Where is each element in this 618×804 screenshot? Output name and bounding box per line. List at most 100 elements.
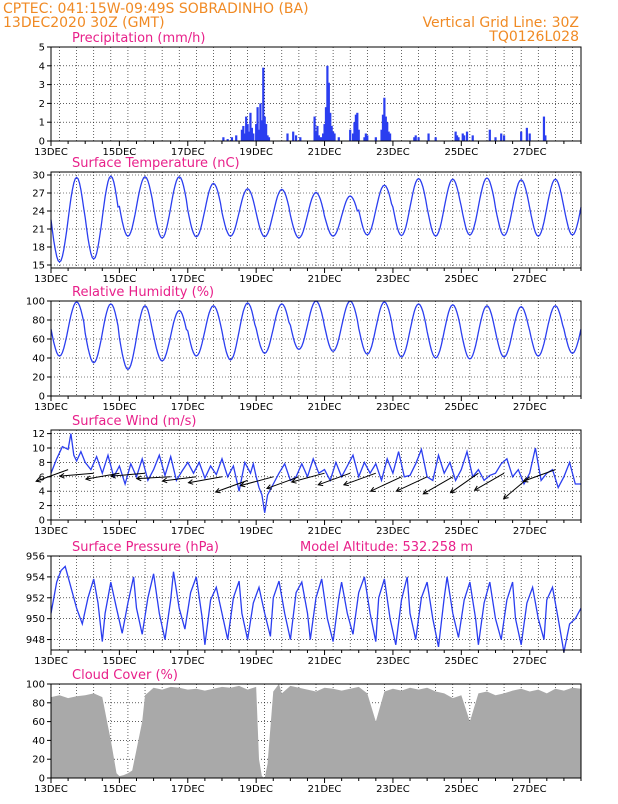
- y-tick-label: 954: [26, 572, 45, 583]
- precip-bar: [353, 122, 356, 141]
- y-tick-label: 950: [26, 614, 45, 625]
- vertical-grid-note: Vertical Grid Line: 30Z: [423, 15, 579, 31]
- temp-plot-frame: [50, 171, 582, 269]
- wind-vector: [343, 472, 377, 486]
- precip-bar: [243, 133, 246, 141]
- header: CPTEC: 041:15W-09:49S SOBRADINHO (BA) 13…: [3, 1, 579, 45]
- precip-bar: [525, 127, 528, 141]
- precip-bar: [255, 124, 258, 141]
- precip-bar: [331, 131, 335, 141]
- wind-vector-head: [522, 477, 529, 483]
- x-tick-label: 13DEC: [34, 147, 68, 158]
- precip-bar: [320, 137, 323, 141]
- precip-bar: [262, 67, 265, 141]
- wind-vector-head: [395, 486, 402, 492]
- wind-vector: [215, 479, 248, 493]
- x-tick-label: 23DEC: [376, 274, 410, 285]
- forecast-start-date: 13DEC2020 30Z (GMT): [3, 15, 165, 31]
- wind-vector-head: [290, 478, 297, 484]
- precip-bar: [250, 127, 253, 141]
- y-tick-label: 4: [39, 487, 45, 498]
- wind-vector: [523, 469, 556, 482]
- precip-bar: [380, 129, 383, 141]
- x-tick-label: 27DEC: [513, 784, 547, 795]
- x-tick-label: 15DEC: [103, 274, 137, 285]
- wind-plot-frame: [50, 429, 582, 521]
- y-tick-label: 100: [26, 297, 45, 308]
- pressure-plot-frame: [50, 555, 582, 651]
- precip-bar: [542, 116, 546, 141]
- x-tick-label: 17DEC: [171, 402, 205, 413]
- wind-vector: [370, 476, 402, 492]
- precip-bar: [356, 112, 359, 141]
- wind-vector-head: [369, 486, 376, 492]
- precip-bar: [434, 137, 437, 141]
- y-tick-label: 10: [32, 444, 45, 455]
- precip-bar: [265, 124, 268, 141]
- precip-bar: [316, 125, 319, 141]
- x-tick-label: 27DEC: [513, 274, 547, 285]
- precip-bar: [245, 116, 248, 141]
- wind-vector-head: [58, 472, 65, 479]
- precip-bar: [413, 137, 416, 141]
- precip-bar: [246, 124, 249, 141]
- wind-vector: [291, 472, 325, 483]
- y-tick-label: 948: [26, 635, 45, 646]
- precip-bar: [292, 131, 295, 141]
- x-tick-label: 25DEC: [444, 147, 478, 158]
- x-tick-label: 21DEC: [308, 402, 342, 413]
- y-tick-label: 0: [39, 137, 45, 148]
- rh-series-line: [50, 300, 582, 371]
- y-tick-label: 1: [39, 118, 45, 129]
- precip-bar: [337, 137, 340, 141]
- precip-bar: [463, 135, 466, 141]
- precip-bar: [333, 133, 336, 141]
- y-tick-label: 5: [39, 43, 45, 54]
- wind-vector: [35, 469, 69, 482]
- x-tick-label: 19DEC: [239, 147, 273, 158]
- wind-vector-head: [84, 475, 91, 482]
- wind-series-line: [50, 433, 581, 513]
- y-tick-label: 0: [39, 774, 45, 785]
- precip-bar: [381, 114, 385, 141]
- precip-bar: [427, 133, 430, 141]
- y-tick-label: 40: [32, 354, 45, 365]
- x-tick-label: 19DEC: [239, 402, 273, 413]
- y-tick-label: 30: [32, 171, 45, 182]
- precip-bar: [314, 131, 318, 141]
- x-tick-label: 25DEC: [444, 274, 478, 285]
- x-tick-label: 15DEC: [103, 526, 137, 537]
- x-tick-label: 13DEC: [34, 784, 68, 795]
- y-tick-label: 27: [32, 189, 45, 200]
- rh-title: Relative Humidity (%): [72, 285, 214, 300]
- y-tick-label: 956: [26, 552, 45, 563]
- x-tick-label: 19DEC: [239, 274, 273, 285]
- y-tick-label: 0: [39, 392, 45, 403]
- precip-bar: [226, 139, 229, 141]
- x-tick-label: 25DEC: [444, 402, 478, 413]
- precip-bar: [323, 124, 326, 141]
- y-tick-label: 12: [32, 429, 45, 440]
- panel-precip: 0 1 2 3 4 5 13DEC 15DEC 17DEC 19DEC 21DEC 23DEC 25DE…: [34, 31, 582, 158]
- y-tick-label: 8: [39, 458, 45, 469]
- pressure-series-line: [50, 565, 582, 653]
- precip-bar: [364, 133, 367, 141]
- y-tick-label: 80: [32, 316, 45, 327]
- x-tick-label: 21DEC: [308, 784, 342, 795]
- x-tick-label: 23DEC: [376, 656, 410, 667]
- x-tick-label: 15DEC: [103, 402, 137, 413]
- y-tick-label: 60: [32, 717, 45, 728]
- model-run-id: TQ0126L028: [488, 29, 579, 45]
- wind-vector: [450, 472, 479, 494]
- y-tick-label: 80: [32, 698, 45, 709]
- panel-temp: 15 18 21 24 27 30 13DEC 15DEC 17DEC 19DEC 21DEC 23D…: [32, 156, 582, 285]
- pressure-title: Surface Pressure (hPa): [72, 540, 219, 555]
- wind-vector-head: [214, 487, 221, 494]
- y-tick-label: 6: [39, 472, 45, 483]
- panel-rh: 0 20 40 60 80 100 13DEC 15DEC 17DEC 19DEC 21DEC 23D…: [26, 285, 582, 413]
- wind-vector-head: [135, 475, 142, 482]
- precip-bar: [500, 133, 503, 141]
- precip-bar: [488, 129, 491, 141]
- wind-vector-head: [187, 479, 194, 485]
